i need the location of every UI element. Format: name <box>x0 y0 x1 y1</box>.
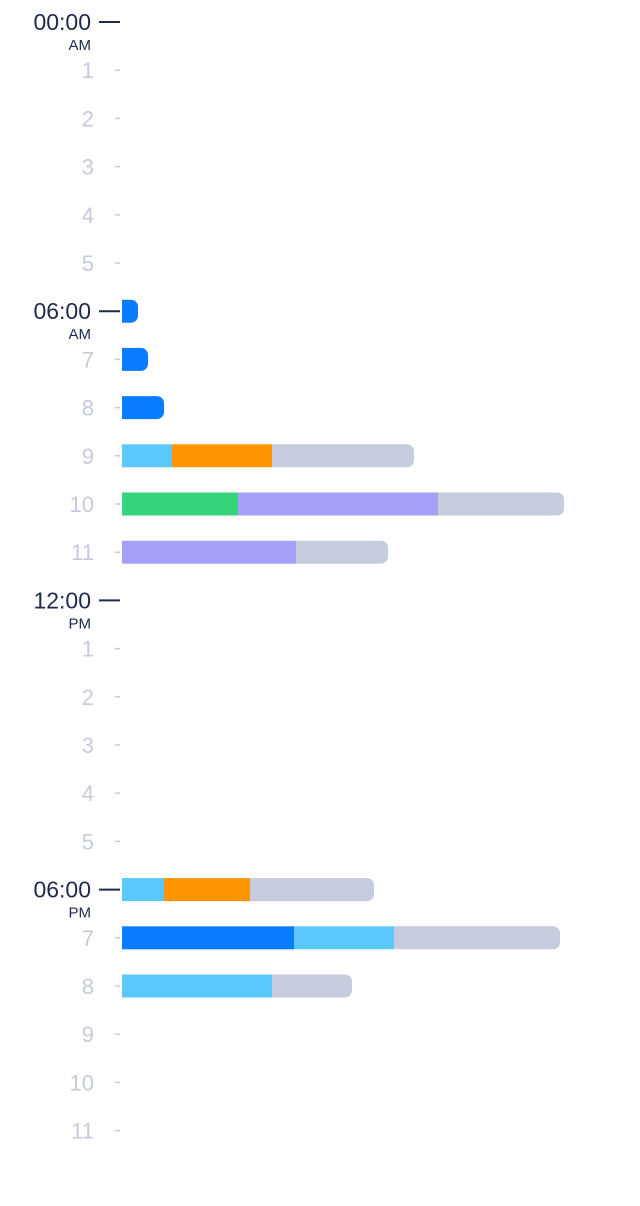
hour-label: 7 <box>82 347 94 372</box>
hour-label: 11 <box>71 1119 94 1144</box>
bar-segment-green <box>122 492 238 516</box>
bar-segment-cyan <box>294 926 394 950</box>
bar-segment-gray <box>272 974 352 998</box>
bar-segment-cyan <box>122 444 172 468</box>
bar-segment-orange <box>172 444 272 468</box>
bar-segment-purple <box>122 540 296 564</box>
bar-segment-gray <box>438 492 565 516</box>
hour-label: 7 <box>82 926 94 951</box>
hour-label: 9 <box>82 444 94 469</box>
time-axis: 00:00 AM 1 2 3 4 5 06:00 AM 7 8 9 10 11 12:00 PM 1 2 3 4 5 06… <box>33 9 120 1144</box>
meridiem-label: PM <box>69 615 92 632</box>
bar-segment-cyan <box>122 878 164 902</box>
bar-segment-gray <box>272 444 414 468</box>
hour-label: 3 <box>82 733 94 758</box>
hour-label: 12:00 <box>33 587 91 613</box>
hour-label: 9 <box>82 1022 94 1047</box>
bar-segment-purple <box>238 492 438 516</box>
hour-label: 06:00 <box>33 877 91 903</box>
hour-label: 10 <box>70 492 94 517</box>
meridiem-label: PM <box>69 905 92 922</box>
hour-label: 10 <box>70 1070 94 1095</box>
hour-label: 5 <box>82 829 94 854</box>
bar-segment-blue <box>122 926 294 950</box>
hour-label: 4 <box>82 781 94 806</box>
hour-label: 8 <box>82 974 94 999</box>
meridiem-label: AM <box>69 326 92 343</box>
hour-label: 1 <box>82 637 94 662</box>
bar-segment-gray <box>394 926 560 950</box>
bar-segment-gray <box>250 878 374 902</box>
hour-label: 00:00 <box>33 9 91 35</box>
hour-label: 11 <box>71 540 94 565</box>
hour-label: 2 <box>82 106 94 131</box>
hour-label: 4 <box>82 203 94 228</box>
hour-label: 3 <box>82 155 94 180</box>
bar-segment-blue <box>122 347 148 371</box>
bar-segment-cyan <box>122 974 272 998</box>
bar-segment-blue <box>122 299 138 323</box>
bars-group <box>122 299 565 998</box>
hour-label: 1 <box>82 58 94 83</box>
bar-segment-gray <box>296 540 388 564</box>
hour-label: 06:00 <box>33 298 91 324</box>
hour-label: 2 <box>82 685 94 710</box>
meridiem-label: AM <box>69 37 92 54</box>
hour-label: 8 <box>82 396 94 421</box>
hour-label: 5 <box>82 251 94 276</box>
bar-segment-orange <box>164 878 250 902</box>
bar-segment-blue <box>122 396 164 420</box>
